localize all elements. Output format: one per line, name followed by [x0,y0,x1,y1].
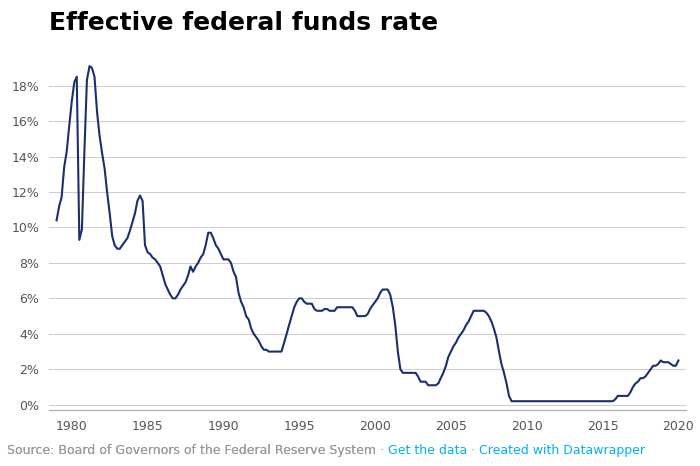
Text: Effective federal funds rate: Effective federal funds rate [49,11,438,35]
Text: Source: Board of Governors of the Federal Reserve System ·: Source: Board of Governors of the Federa… [7,444,388,457]
Text: Get the data: Get the data [388,444,468,457]
Text: Source: Board of Governors of the Federal Reserve System ·: Source: Board of Governors of the Federa… [7,444,388,457]
Text: ·: · [468,444,480,457]
Text: Created with Datawrapper: Created with Datawrapper [480,444,645,457]
